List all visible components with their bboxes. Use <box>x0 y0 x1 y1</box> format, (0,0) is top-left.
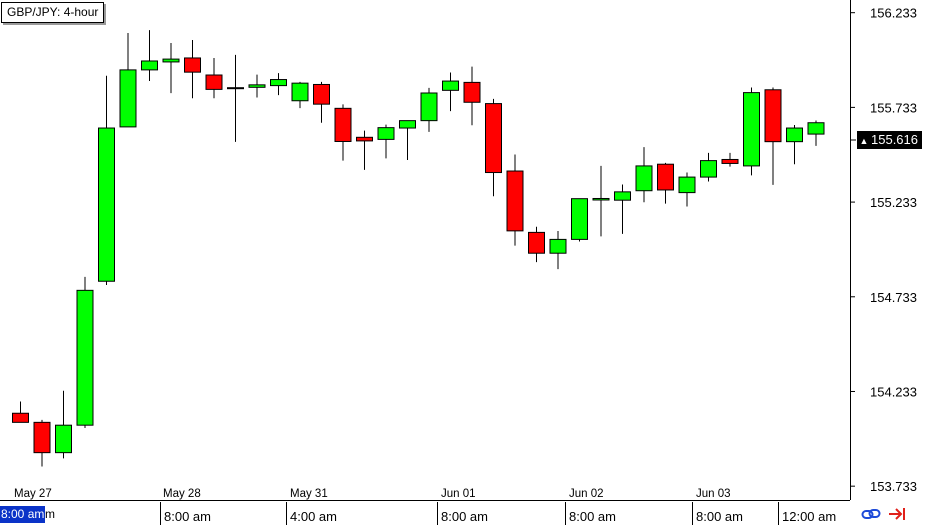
candle-down <box>184 57 201 73</box>
candle-up <box>119 69 137 128</box>
candle-up <box>571 198 588 240</box>
price-tick-label: 155.233 <box>870 195 917 210</box>
candle-up <box>162 58 180 63</box>
candle-down <box>463 81 481 103</box>
cursor-time-label: 8:00 am <box>0 506 45 523</box>
cursor-time-label-tail: m <box>45 507 55 521</box>
candle-up <box>786 127 803 143</box>
time-label: 8:00 am <box>164 509 211 524</box>
candle-down <box>334 107 352 142</box>
candle-down <box>506 170 524 232</box>
time-axis: May 27 May 28 May 31 Jun 01 Jun 02 Jun 03 8:00… <box>14 488 836 525</box>
candle-up <box>98 127 115 282</box>
time-label: 8:00 am <box>569 509 616 524</box>
candle-up <box>549 238 567 254</box>
price-tick-label: 153.733 <box>870 479 917 494</box>
time-label: 8:00 am <box>441 509 488 524</box>
candle-up <box>807 122 825 135</box>
date-label: May 28 <box>163 488 201 500</box>
candle-down <box>528 231 545 254</box>
candle-up <box>55 424 72 454</box>
candle-up <box>420 92 438 122</box>
date-label: Jun 03 <box>696 488 731 500</box>
candle-up <box>614 191 631 201</box>
candle-down <box>764 89 782 143</box>
price-tick-label: 154.233 <box>870 384 917 399</box>
price-tick-label: 155.733 <box>870 100 917 115</box>
candle-up <box>270 79 287 87</box>
chart-title: GBP/JPY: 4-hour <box>1 2 105 23</box>
candle-up <box>248 84 266 88</box>
candle-up <box>442 80 459 91</box>
time-label: 12:00 am <box>782 509 836 524</box>
candle-up <box>678 176 696 194</box>
candle-up <box>141 60 158 71</box>
price-tick-label: 156.233 <box>870 6 917 21</box>
candle-down <box>657 163 674 191</box>
candle-up <box>377 127 395 140</box>
link-icon[interactable] <box>861 505 881 523</box>
last-price-value: 155.616 <box>871 132 918 147</box>
candle-up <box>227 87 244 90</box>
candle-up <box>743 92 760 167</box>
time-label: 8:00 am <box>696 509 743 524</box>
candle-up <box>76 289 94 426</box>
candle-down <box>721 158 739 164</box>
candle-down <box>356 136 373 142</box>
candle-up <box>291 82 309 102</box>
candle-down <box>485 103 502 174</box>
candle-up <box>635 165 653 192</box>
date-label: May 31 <box>290 488 328 500</box>
candle-down <box>313 83 330 105</box>
date-label: Jun 02 <box>569 488 604 500</box>
price-up-arrow-icon: ▲ <box>859 136 869 146</box>
candles-group <box>12 30 825 467</box>
candle-up <box>592 197 610 201</box>
candle-down <box>205 74 223 90</box>
price-tick-label: 154.733 <box>870 290 917 305</box>
time-label: 4:00 am <box>290 509 337 524</box>
candle-up <box>399 120 416 129</box>
candle-down <box>12 412 29 423</box>
last-price-label: ▲ 155.616 <box>857 131 922 149</box>
candle-down <box>33 421 51 454</box>
plot-area <box>0 0 850 500</box>
date-label: Jun 01 <box>441 488 476 500</box>
scroll-to-end-icon[interactable] <box>887 505 907 523</box>
price-axis: 156.233 155.733 155.233 154.733 154.233 153.7… <box>850 6 917 494</box>
date-label: May 27 <box>14 488 52 500</box>
candle-up <box>700 160 717 178</box>
